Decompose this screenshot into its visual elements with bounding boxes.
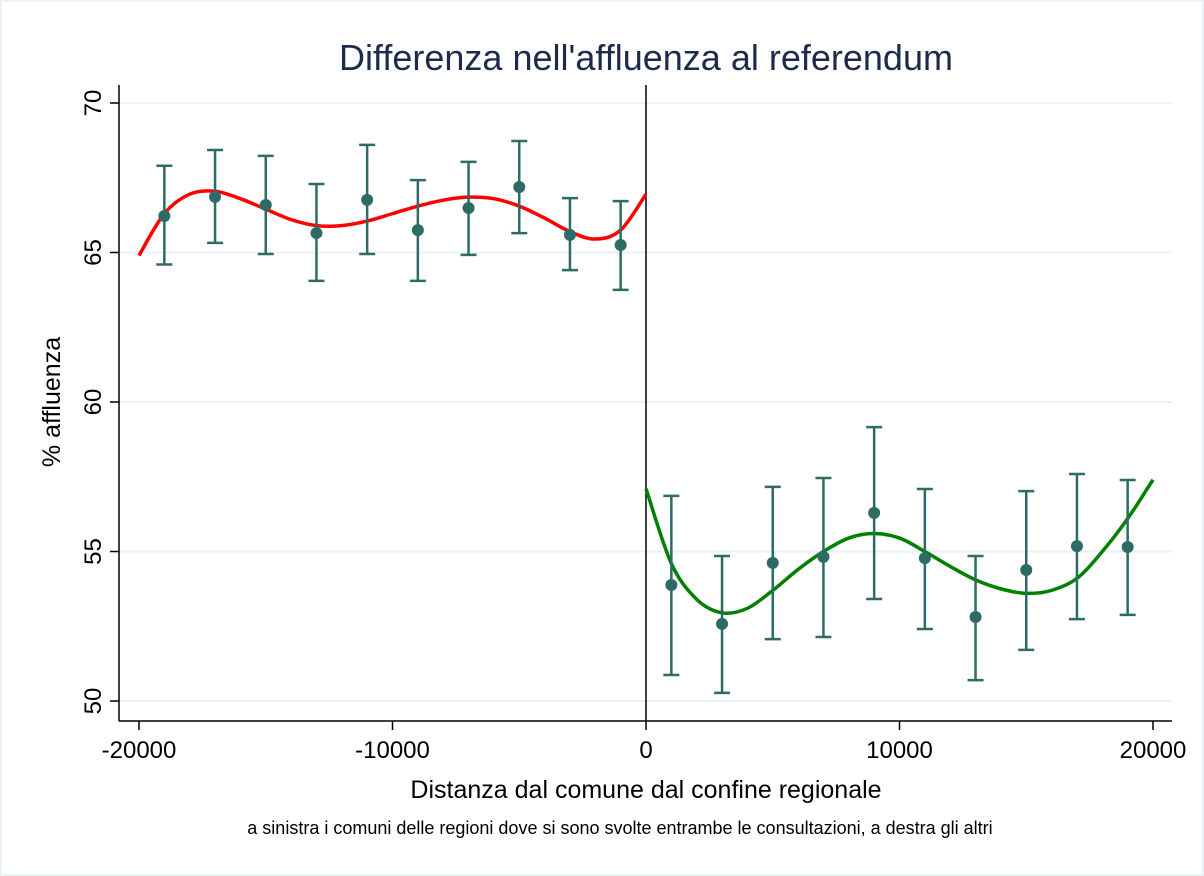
- x-tick-label: -10000: [355, 737, 430, 764]
- data-point: [259, 198, 272, 211]
- data-point: [462, 201, 475, 214]
- data-point: [411, 224, 424, 237]
- data-point: [1070, 540, 1083, 553]
- y-tick-label: 55: [80, 538, 107, 565]
- data-point: [918, 552, 931, 565]
- data-point: [361, 193, 374, 206]
- y-tick-label: 60: [80, 389, 107, 416]
- data-point: [868, 506, 881, 519]
- y-tick-label: 50: [80, 688, 107, 715]
- x-tick-label: -20000: [102, 737, 177, 764]
- data-point: [614, 239, 627, 252]
- y-axis-label: % affluenza: [38, 337, 66, 467]
- right-fit-line: [644, 478, 1155, 616]
- data-point: [969, 610, 982, 623]
- data-point: [209, 190, 222, 203]
- chart-note: a sinistra i comuni delle regioni dove s…: [247, 818, 992, 838]
- data-point: [716, 617, 729, 630]
- data-point: [310, 227, 323, 240]
- x-axis-label: Distanza dal comune dal confine regional…: [410, 776, 881, 804]
- data-point: [665, 578, 678, 591]
- y-tick-label: 70: [80, 90, 107, 117]
- x-tick-label: 20000: [1120, 737, 1187, 764]
- data-point: [817, 550, 830, 563]
- data-point: [1121, 541, 1134, 554]
- x-tick-label: 0: [639, 737, 652, 764]
- data-point: [766, 556, 779, 569]
- data-point: [158, 210, 171, 223]
- chart-title: Differenza nell'affluenza al referendum: [339, 37, 953, 78]
- x-tick-label: 10000: [866, 737, 933, 764]
- data-point: [1020, 564, 1033, 577]
- left-fit-line: [137, 189, 648, 257]
- data-point: [513, 181, 526, 194]
- data-point: [563, 228, 576, 241]
- y-tick-label: 65: [80, 239, 107, 266]
